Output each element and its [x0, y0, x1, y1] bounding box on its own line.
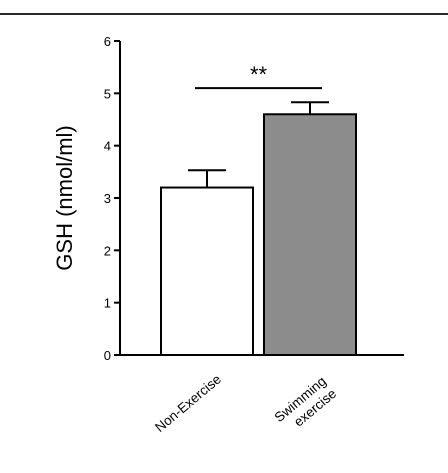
significance-label: ** [250, 62, 268, 87]
bar-0 [160, 186, 254, 356]
y-tick-label: 3 [104, 191, 111, 206]
x-tick-label-line: Non-Exercise [152, 372, 224, 436]
y-tick-label: 5 [104, 86, 111, 101]
y-tick-label: 6 [104, 34, 111, 49]
x-tick-label-0: Non-Exercise [152, 372, 224, 436]
y-tick-label: 1 [104, 296, 111, 311]
y-tick-label: 4 [104, 139, 111, 154]
y-axis-title: GSH (nmol/ml) [52, 125, 77, 270]
x-tick-label-1: Swimmingexercise [272, 374, 340, 438]
y-tick-label: 2 [104, 243, 111, 258]
bar-1 [263, 113, 357, 357]
y-tick-label: 0 [104, 348, 111, 363]
